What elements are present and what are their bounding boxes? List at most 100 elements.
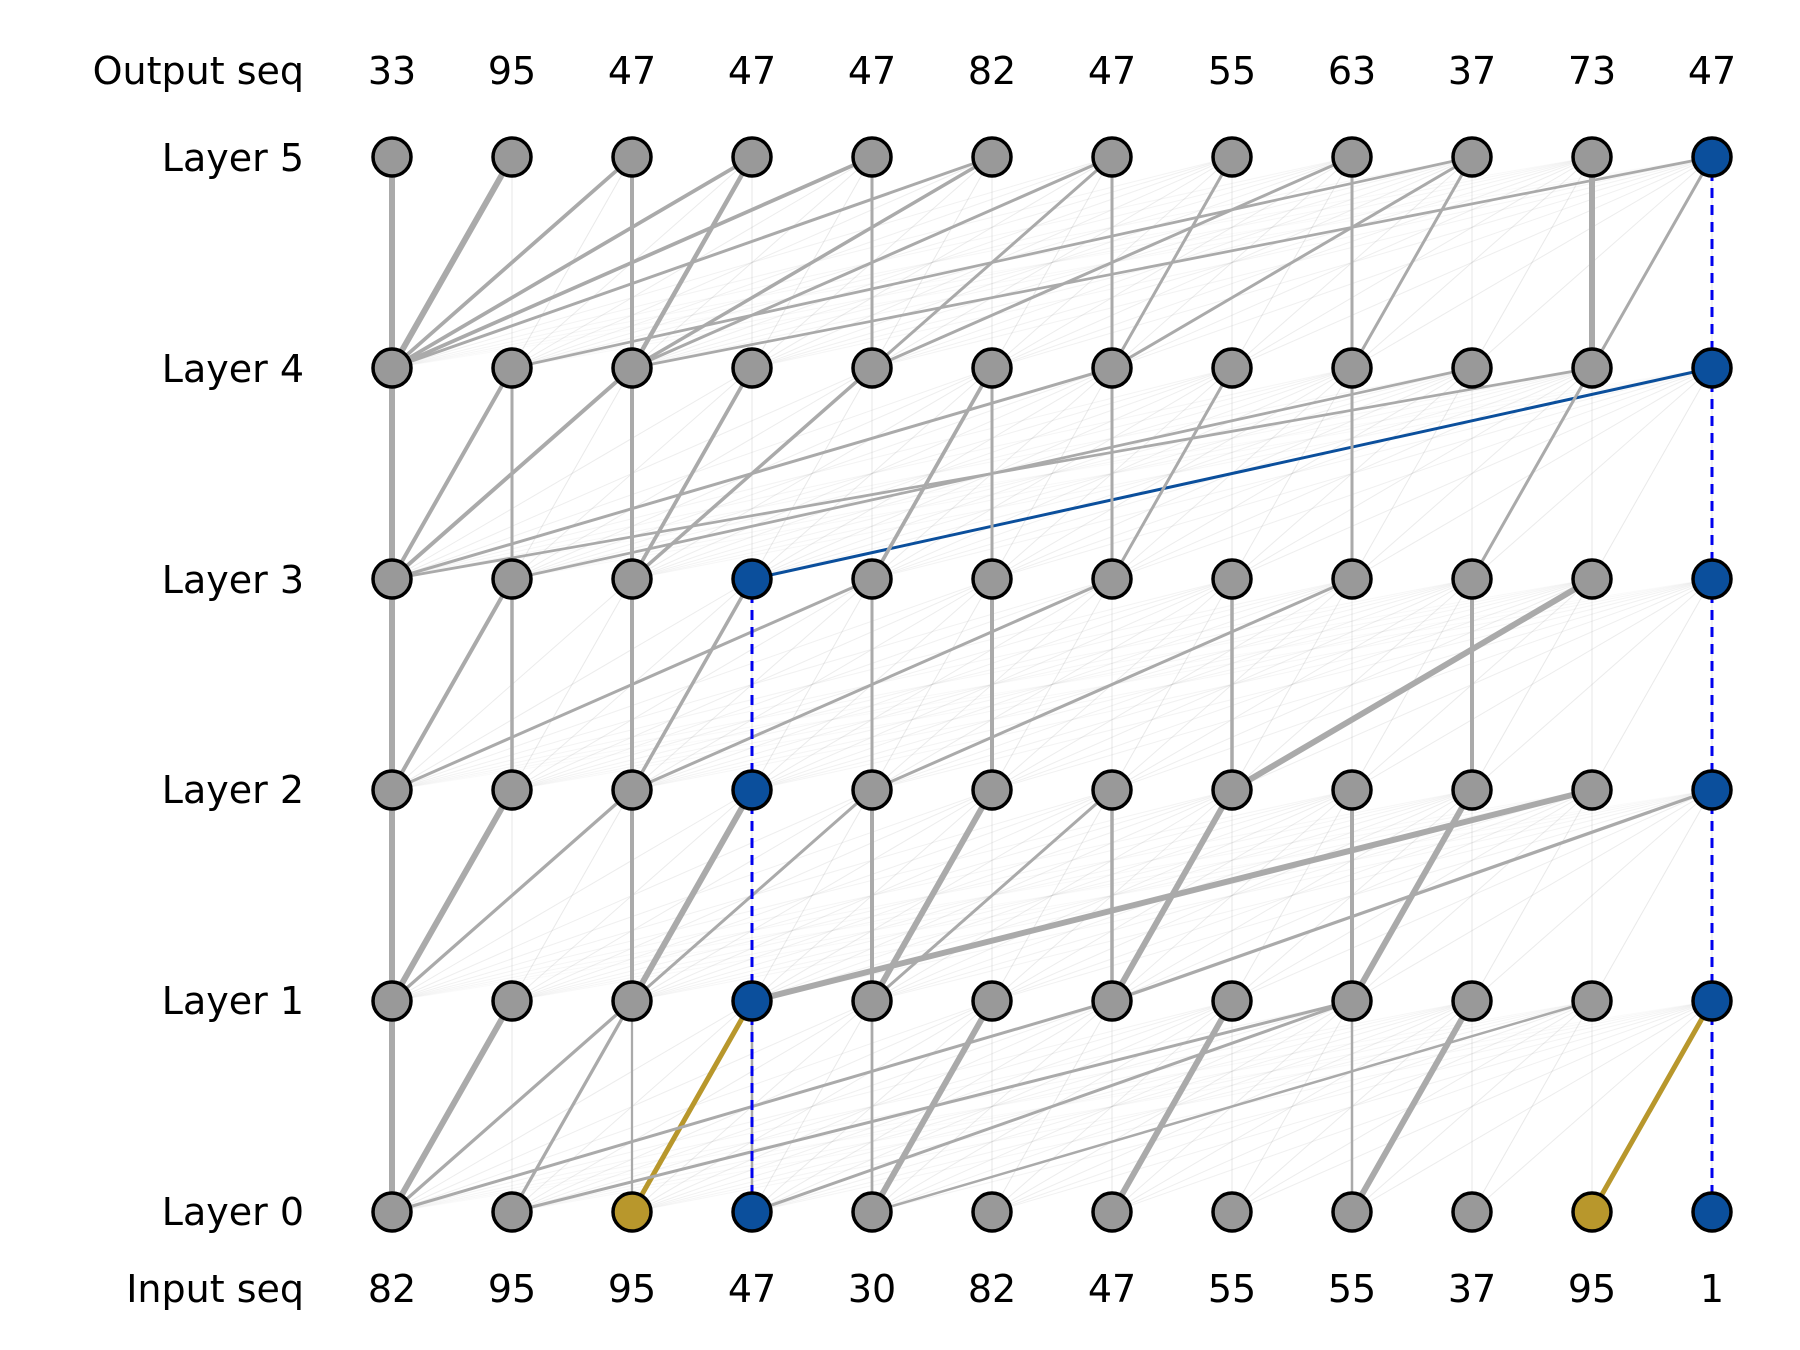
- faint-edge: [751, 1000, 1233, 1213]
- faint-edge: [631, 367, 1473, 580]
- input-seq-tokens: 82 95 95 47 30 82 47 55 55 37 95 1: [368, 1267, 1724, 1311]
- faint-edge: [631, 156, 1473, 369]
- faint-edge: [631, 367, 1113, 580]
- attention-edge: [1110, 788, 1714, 1003]
- faint-edge: [1351, 367, 1473, 580]
- token-node: [851, 347, 893, 389]
- faint-edge: [631, 367, 993, 580]
- faint-edge: [1471, 789, 1593, 1002]
- residual-path-dashed: [750, 157, 1714, 1212]
- faint-edge: [511, 1000, 1473, 1213]
- attention-edge: [510, 999, 1354, 1214]
- faint-edge: [511, 789, 633, 1002]
- token-node: [1451, 558, 1493, 600]
- attention-edge: [1470, 366, 1594, 581]
- attention-edge: [390, 999, 634, 1214]
- token-node: [491, 347, 533, 389]
- output-token: 37: [1448, 49, 1496, 93]
- faint-edge: [751, 578, 1353, 791]
- token-node: [491, 558, 533, 600]
- attention-edge: [1109, 787, 1235, 1004]
- output-seq-tokens: 33 95 47 47 47 82 47 55 63 37 73 47: [368, 49, 1736, 93]
- faint-edge: [871, 578, 1713, 791]
- token-node: [1091, 769, 1133, 811]
- faint-edge: [511, 367, 1113, 580]
- faint-edge: [1471, 789, 1713, 1002]
- token-node-blue: [731, 980, 773, 1022]
- faint-edge: [991, 1000, 1593, 1213]
- faint-edge: [391, 1000, 1233, 1213]
- output-token: 55: [1208, 49, 1256, 93]
- token-node-blue: [1691, 1191, 1733, 1233]
- faint-edge: [871, 789, 1233, 1002]
- faint-edge: [991, 367, 1593, 580]
- token-node: [371, 769, 413, 811]
- token-node-gold: [611, 1191, 653, 1233]
- attention-edge: [1110, 155, 1474, 370]
- attention-edge: [630, 577, 754, 792]
- highlight-edge-gold: [1589, 998, 1715, 1215]
- attention-edge: [630, 155, 1714, 370]
- token-node: [491, 769, 533, 811]
- faint-edge: [871, 1000, 1713, 1213]
- token-node: [491, 980, 533, 1022]
- faint-edge: [751, 578, 873, 791]
- token-node-blue: [1691, 347, 1733, 389]
- faint-edge: [871, 789, 1593, 1002]
- faint-edge: [391, 156, 1473, 369]
- faint-attention-edges: [391, 156, 1713, 1213]
- token-node: [611, 347, 653, 389]
- input-seq-label: Input seq: [126, 1267, 304, 1311]
- token-node-blue: [731, 769, 773, 811]
- faint-edge: [391, 367, 1713, 580]
- faint-edge: [631, 1000, 993, 1213]
- faint-edge: [511, 367, 1593, 580]
- faint-edge: [631, 578, 1233, 791]
- faint-edge: [1351, 789, 1593, 1002]
- token-node: [1211, 1191, 1253, 1233]
- faint-edge: [751, 578, 1593, 791]
- attention-edge: [630, 577, 1114, 792]
- faint-edge: [1471, 1000, 1593, 1213]
- output-seq-label: Output seq: [93, 49, 304, 93]
- faint-edge: [391, 367, 1353, 580]
- token-node: [1211, 136, 1253, 178]
- faint-edge: [511, 789, 1113, 1002]
- token-node: [1451, 1191, 1493, 1233]
- token-node-gold: [1571, 1191, 1613, 1233]
- faint-edge: [631, 789, 1473, 1002]
- faint-edge: [1231, 1000, 1713, 1213]
- attention-edge: [389, 154, 515, 371]
- attention-edge: [390, 366, 514, 581]
- input-token: 82: [968, 1267, 1016, 1311]
- faint-edge: [1471, 578, 1713, 791]
- token-node: [371, 136, 413, 178]
- attention-edge: [510, 999, 634, 1214]
- output-token: 95: [488, 49, 536, 93]
- token-node-blue: [1691, 769, 1733, 811]
- faint-edge: [1231, 578, 1353, 791]
- input-token: 1: [1700, 1267, 1724, 1311]
- highlight-edge-blue: [750, 366, 1714, 581]
- output-token: 47: [728, 49, 776, 93]
- faint-edge: [1111, 1000, 1473, 1213]
- layer-0-label: Layer 0: [162, 1190, 304, 1234]
- token-node: [1091, 136, 1133, 178]
- layer-1-label: Layer 1: [162, 979, 304, 1023]
- attention-edge: [1109, 998, 1235, 1215]
- faint-edge: [631, 578, 1473, 791]
- attention-edge: [510, 155, 1474, 370]
- faint-edge: [1111, 789, 1473, 1002]
- faint-edge: [991, 1000, 1233, 1213]
- faint-edge: [751, 156, 1353, 369]
- token-node: [851, 558, 893, 600]
- token-node: [611, 980, 653, 1022]
- faint-edge: [751, 367, 873, 580]
- faint-edge: [871, 1000, 1353, 1213]
- token-node: [1451, 347, 1493, 389]
- faint-edge: [871, 1000, 1113, 1213]
- faint-edge: [391, 789, 753, 1002]
- faint-edge: [871, 156, 1593, 369]
- faint-edge: [991, 156, 1473, 369]
- token-node: [611, 769, 653, 811]
